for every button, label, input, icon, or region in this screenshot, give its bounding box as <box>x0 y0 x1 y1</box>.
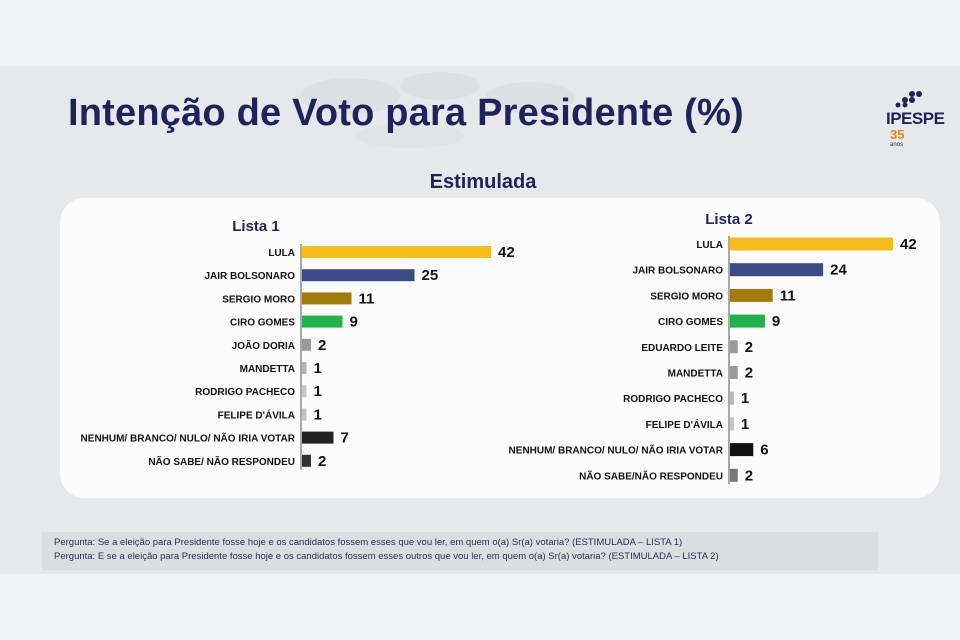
logo-years: 35 <box>890 127 905 142</box>
category-label: JAIR BOLSONARO <box>204 271 295 282</box>
data-label: 9 <box>772 313 780 330</box>
data-label: 1 <box>314 383 322 400</box>
category-label: MANDETTA <box>668 369 723 380</box>
footnote-line-1: Pergunta: Se a eleição para Presidente f… <box>54 537 683 548</box>
ipespe-logo: IPESPE 35 anos <box>880 90 950 152</box>
data-label: 9 <box>350 314 358 331</box>
bar <box>730 237 893 251</box>
bar <box>730 314 765 328</box>
footnote-line-2: Pergunta: E se a eleição para Presidente… <box>54 551 719 562</box>
bar <box>302 431 334 444</box>
bar <box>302 362 307 374</box>
data-label: 2 <box>318 337 326 354</box>
bar <box>302 338 311 351</box>
bar <box>730 288 773 302</box>
category-label: NÃO SABE/ NÃO RESPONDEU <box>148 455 295 468</box>
data-label: 42 <box>498 244 515 261</box>
bar <box>730 391 734 405</box>
chart-group-1: Lista 1 LULA 42 JAIR BOLSONARO 25 SERGIO MORO… <box>81 218 515 470</box>
data-label: 7 <box>341 430 349 447</box>
category-label: CIRO GOMES <box>230 318 295 329</box>
category-label: MANDETTA <box>240 364 295 375</box>
bar <box>302 292 352 305</box>
bar <box>302 246 491 258</box>
category-label: NÃO SABE/NÃO RESPONDEU <box>579 469 723 482</box>
bar <box>302 385 307 398</box>
data-label: 11 <box>359 290 375 307</box>
background-decoration <box>300 72 575 148</box>
category-label: LULA <box>268 248 295 259</box>
category-label: NENHUM/ BRANCO/ NULO/ NÃO IRIA VOTAR <box>81 432 296 445</box>
data-label: 1 <box>314 360 322 377</box>
data-label: 1 <box>314 406 322 423</box>
question-footnote: Pergunta: Se a eleição para Presidente f… <box>42 532 878 570</box>
bar <box>730 340 738 354</box>
data-label: 1 <box>741 416 749 433</box>
data-label: 2 <box>745 365 753 382</box>
page-title: Intenção de Voto para Presidente (%) <box>68 92 744 134</box>
logo-suffix: anos <box>890 142 904 148</box>
category-label: JOÃO DORIA <box>232 339 295 352</box>
category-label: FELIPE D'ÁVILA <box>218 408 295 421</box>
bar <box>730 417 734 431</box>
chart-title: Lista 1 <box>232 218 280 235</box>
data-label: 2 <box>745 467 753 484</box>
logo-brand: IPESPE <box>886 109 945 128</box>
chart-group-2: Lista 2 LULA 42 JAIR BOLSONARO 24 SERGIO MORO… <box>509 211 917 485</box>
chart-subtitle: Estimulada <box>429 171 537 193</box>
bar <box>302 408 307 421</box>
bar <box>730 443 754 457</box>
category-label: RODRIGO PACHECO <box>195 387 295 398</box>
category-label: FELIPE D'ÁVILA <box>646 418 723 431</box>
data-label: 2 <box>745 339 753 356</box>
category-label: SERGIO MORO <box>222 294 295 305</box>
category-label: SERGIO MORO <box>650 291 723 302</box>
category-label: LULA <box>696 240 723 251</box>
bar <box>730 263 824 277</box>
data-label: 1 <box>741 390 749 407</box>
data-label: 11 <box>780 287 796 304</box>
bar <box>302 315 343 328</box>
data-label: 6 <box>760 442 768 459</box>
logo-dots-icon <box>895 91 922 108</box>
data-label: 2 <box>318 453 326 470</box>
category-label: RODRIGO PACHECO <box>623 394 723 405</box>
category-label: JAIR BOLSONARO <box>632 266 723 277</box>
category-label: EDUARDO LEITE <box>641 343 723 354</box>
bar <box>730 366 738 379</box>
category-label: NENHUM/ BRANCO/ NULO/ NÃO IRIA VOTAR <box>509 444 724 457</box>
data-label: 24 <box>830 262 847 279</box>
chart-title: Lista 2 <box>705 211 753 228</box>
bar <box>302 454 311 467</box>
category-label: CIRO GOMES <box>658 317 723 328</box>
bar <box>730 468 738 482</box>
data-label: 42 <box>900 236 917 253</box>
data-label: 25 <box>422 267 439 284</box>
bar <box>302 269 415 282</box>
